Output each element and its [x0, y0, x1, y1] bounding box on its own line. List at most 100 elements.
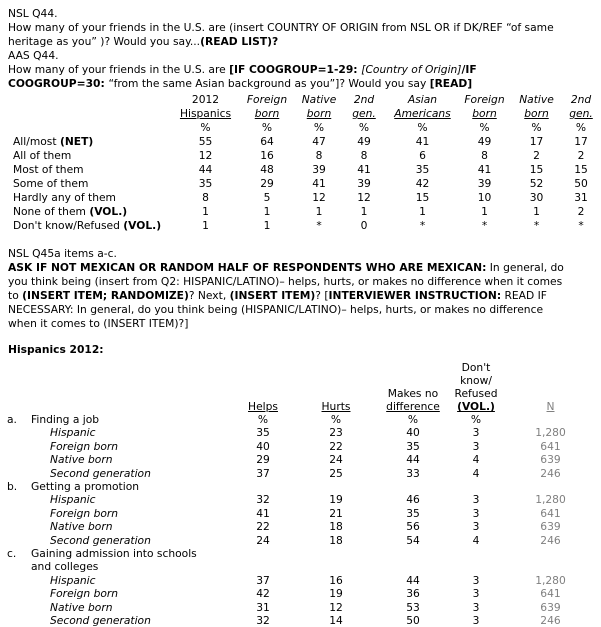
column-header-2nd-gen-2: 2nd gen.: [569, 93, 593, 120]
value-cell-helps: %: [257, 413, 269, 426]
value-cell-hurts: 19: [329, 587, 343, 601]
value-cell: 15: [574, 163, 588, 176]
value-cell-makes-no-difference: 54: [406, 533, 420, 547]
text-segment: [Country of Origin]: [361, 63, 462, 76]
q45a-table-body: a. Finding a job % % % % Hispanic 3: [0, 413, 601, 627]
value-cell-makes-no-difference: 36: [406, 587, 420, 601]
value-cell: *: [533, 219, 540, 232]
subgroup-label: Foreign born: [50, 587, 119, 601]
value-cell: 1: [202, 205, 209, 218]
text-segment: ? Next,: [188, 289, 230, 302]
row-label: Second generation: [24, 534, 228, 547]
value-cell: 64: [260, 135, 274, 148]
column-header-foreign-born: Foreign born: [246, 93, 288, 120]
row-label: Some of them: [13, 177, 89, 190]
row-label: Foreign born: [24, 587, 228, 600]
row-label: Most of them: [13, 163, 84, 176]
text-segment: (INSERT ITEM): [229, 289, 316, 302]
item-label-line2: and colleges: [31, 560, 99, 574]
value-cell-n: 1,280: [535, 573, 566, 587]
column-header-native-born-2: Native born: [519, 93, 554, 120]
value-cell: 1: [263, 205, 271, 218]
value-cell: 35: [198, 177, 213, 190]
table-row: Some of them 35 29 41 39 42 39 52 50: [0, 177, 601, 191]
text-segment: ? [: [315, 289, 329, 302]
value-cell-helps: 24: [256, 533, 270, 547]
row-label: Gaining admission into schools and colle…: [24, 547, 228, 574]
row-label: Second generation: [24, 467, 228, 480]
value-cell: 48: [260, 163, 274, 176]
text-segment: How many of your friends in the U.S. are: [8, 63, 230, 76]
row-label: Native born: [24, 520, 228, 533]
row-label: Native born: [24, 453, 228, 466]
text-segment: to: [8, 289, 23, 302]
value-cell: *: [481, 219, 488, 232]
value-cell: 2: [577, 149, 585, 162]
row-label: [0, 121, 175, 135]
row-label: Hispanic: [24, 574, 228, 587]
value-cell: 2: [533, 149, 540, 162]
value-cell-makes-no-difference: 35: [406, 439, 420, 453]
question-q45a-text: NSL Q45a items a-c. ASK IF NOT MEXICAN O…: [8, 247, 601, 331]
value-cell: 30: [529, 191, 544, 204]
value-cell: *: [316, 219, 322, 232]
value-cell: *: [578, 219, 584, 232]
table-row: Foreign born 42 19 36 3 641: [0, 587, 601, 600]
value-cell-hurts: 18: [329, 520, 343, 534]
value-cell-helps: 41: [256, 506, 270, 520]
table-row: Most of them 44 48 39 41 35 41 15 15: [0, 163, 601, 177]
value-cell: 31: [574, 191, 588, 204]
value-cell-dont-know: 3: [472, 506, 480, 520]
value-cell: %: [313, 121, 325, 134]
value-cell-hurts: 12: [329, 600, 343, 614]
row-label: All of them: [13, 149, 72, 162]
subgroup-label: Second generation: [50, 533, 151, 547]
subgroup-label: Second generation: [50, 466, 151, 480]
value-cell-makes-no-difference: 44: [406, 573, 420, 587]
text-segment: NECESSARY: In general, do you think bein…: [8, 303, 544, 316]
table-row: None of them (VOL.) 1 1 1 1 1 1 1 2: [0, 205, 601, 219]
value-cell: 8: [481, 149, 488, 162]
value-cell-hurts: 24: [329, 453, 343, 467]
table-row: Don't know/Refused (VOL.) 1 1 * 0 * * * …: [0, 219, 601, 233]
value-cell-dont-know: 3: [472, 600, 480, 614]
question-text-line: NECESSARY: In general, do you think bein…: [8, 303, 601, 317]
table-row: a. Finding a job % % % %: [0, 413, 601, 426]
text-segment: INTERVIEWER INSTRUCTION:: [328, 289, 502, 302]
subgroup-label: Foreign born: [50, 439, 119, 453]
row-label: Native born: [24, 601, 228, 614]
value-cell-dont-know: 4: [472, 466, 480, 480]
subgroup-label: Hispanic: [50, 426, 96, 440]
value-cell-hurts: 18: [329, 533, 343, 547]
item-label: Gaining admission into schools: [31, 547, 197, 561]
value-cell: 41: [415, 135, 430, 148]
value-cell-helps: 37: [256, 466, 270, 480]
value-cell: 1: [481, 205, 488, 218]
value-cell: 41: [357, 163, 371, 176]
column-header-makes-no-difference: Makes no difference: [386, 387, 440, 413]
value-cell: %: [479, 121, 490, 134]
item-marker: b.: [7, 480, 18, 494]
value-cell: 2: [577, 205, 585, 218]
q45a-results-table: Helps Hurts Makes no difference Don't kn…: [0, 359, 601, 627]
value-cell-helps: 32: [256, 614, 270, 627]
question-text-line: you think being (insert from Q2: HISPANI…: [8, 275, 601, 289]
value-cell: 50: [574, 177, 588, 190]
value-cell-helps: 42: [256, 587, 270, 601]
subgroup-label: Native born: [50, 600, 113, 614]
value-cell: 12: [198, 149, 213, 162]
value-cell-hurts: 14: [329, 614, 343, 627]
value-cell-makes-no-difference: 50: [406, 614, 420, 627]
question-text-line: AAS Q44.: [8, 49, 601, 63]
value-cell: 16: [260, 149, 274, 162]
q44-results-table: 2012 Hispanics Foreign born Native born …: [0, 93, 601, 233]
text-segment: AAS Q44.: [8, 49, 59, 62]
value-cell: 10: [477, 191, 492, 204]
text-segment: (READ LIST)?: [200, 35, 279, 48]
column-header-asian-americans: Asian Americans: [394, 93, 451, 120]
text-segment: when it comes to (INSERT ITEM)?]: [8, 317, 189, 330]
table-row: Hispanic 35 23 40 3 1,280: [0, 426, 601, 439]
table-row: All of them 12 16 8 8 6 8 2 2: [0, 149, 601, 163]
value-cell-helps: 40: [256, 439, 270, 453]
text-segment: “from the same Asian background as you”]…: [108, 77, 430, 90]
